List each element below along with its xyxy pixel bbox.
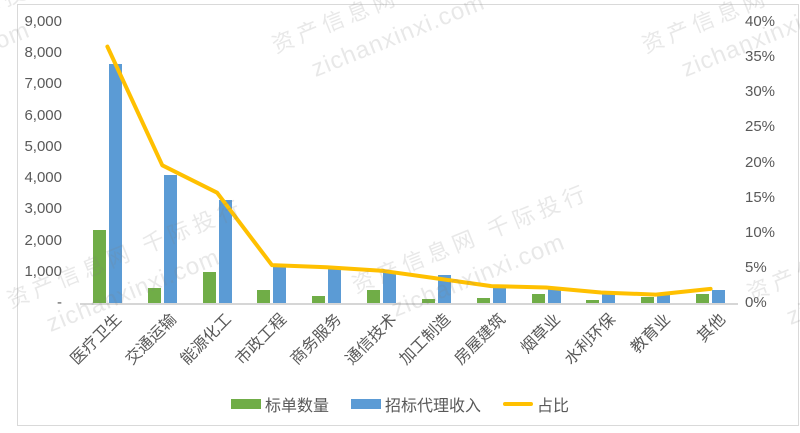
y-axis-left-tick-label: 7,000 [24,75,62,93]
y-axis-right-tick-label: 15% [745,188,776,206]
y-axis-left-tick-label: 8,000 [24,44,62,62]
y-axis-right-tick-label: 35% [745,48,776,66]
x-axis-line [80,303,738,305]
bar-标单数量-通信技术 [367,290,381,303]
bar-标单数量-商务服务 [312,296,326,303]
bar-招标代理收入-交通运输 [163,175,177,303]
y-axis-right-tick-label: 0% [745,294,767,311]
y-axis-left-tick-label: 1,000 [24,262,62,280]
y-axis-left-tick-label: 9,000 [24,13,62,30]
y-axis-right-tick-label: 10% [745,223,776,241]
bar-招标代理收入-烟草业 [547,288,561,303]
y-axis-left-tick-label: 4,000 [24,169,62,187]
legend-swatch [350,399,381,409]
bar-招标代理收入-通信技术 [383,273,397,303]
y-axis-left-tick-label: 2,000 [24,231,62,249]
y-axis-left-tick-label: 6,000 [24,106,62,124]
bar-标单数量-能源化工 [202,272,216,303]
bar-标单数量-医疗卫生 [92,230,106,303]
legend-item-占比: 占比 [503,392,569,416]
bar-标单数量-加工制造 [421,299,435,303]
bar-标单数量-交通运输 [147,288,161,303]
y-axis-left-tick-label: - [57,294,62,311]
bar-标单数量-房屋建筑 [476,298,490,303]
y-axis-right-tick-label: 40% [745,13,776,30]
bar-招标代理收入-能源化工 [218,200,232,303]
y-axis-left-tick-label: 3,000 [24,200,62,218]
y-axis-right-tick-label: 25% [745,118,776,136]
y-axis-right-tick-label: 20% [745,153,776,171]
legend-label: 招标代理收入 [384,398,481,415]
legend-swatch [230,399,261,409]
y-axis-right-tick-label: 30% [745,83,776,101]
bar-标单数量-烟草业 [531,294,545,303]
bar-标单数量-市政工程 [257,290,271,303]
legend-label: 占比 [537,398,570,415]
legend-item-招标代理收入: 招标代理收入 [350,392,481,416]
legend-item-标单数量: 标单数量 [230,392,329,416]
bar-招标代理收入-其他 [712,290,726,303]
bar-招标代理收入-水利环保 [602,293,616,303]
chart-border [17,4,799,426]
bar-招标代理收入-加工制造 [437,275,451,303]
y-axis-left-tick-label: 5,000 [24,137,62,155]
legend: 标单数量 招标代理收入 占比 [0,392,800,416]
y-axis-right-tick-label: 5% [745,258,767,276]
bar-招标代理收入-市政工程 [273,267,287,303]
legend-label: 标单数量 [264,398,329,415]
bar-招标代理收入-房屋建筑 [492,287,506,303]
bar-标单数量-水利环保 [586,300,600,303]
bar-招标代理收入-医疗卫生 [108,64,122,303]
bar-标单数量-教育业 [641,297,655,303]
legend-swatch [503,402,533,406]
bar-招标代理收入-商务服务 [328,269,342,303]
bar-招标代理收入-教育业 [657,295,671,303]
bar-标单数量-其他 [696,294,710,303]
